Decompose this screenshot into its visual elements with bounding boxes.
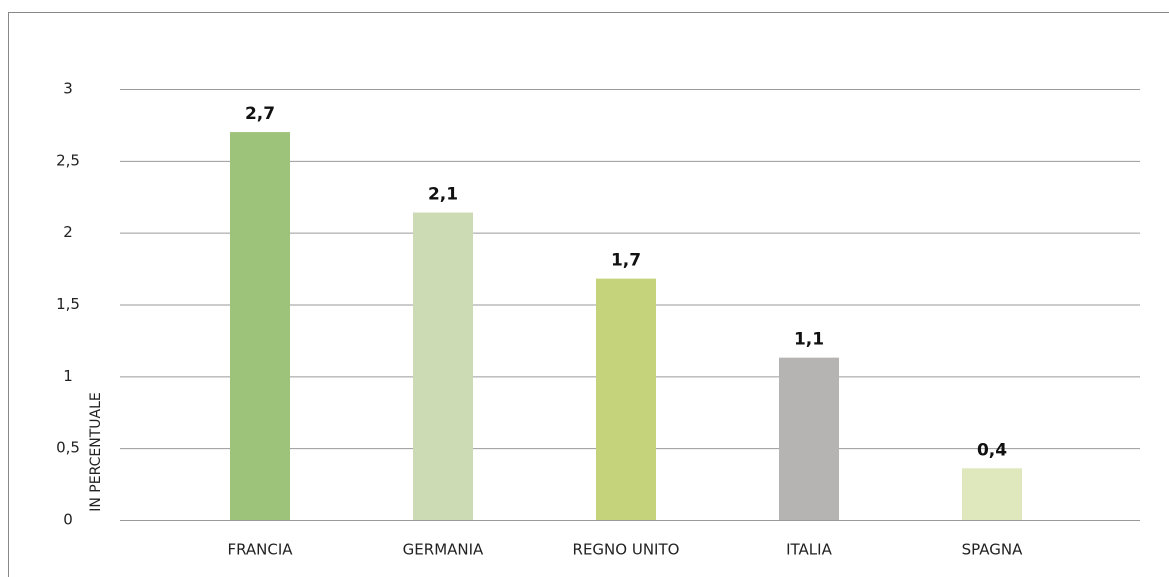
bar — [779, 357, 839, 520]
bar — [962, 468, 1022, 520]
bar — [596, 278, 656, 520]
bar — [230, 132, 290, 520]
frame — [8, 12, 1169, 577]
bar — [413, 212, 473, 520]
y-tick-label: 2,5 — [56, 151, 80, 169]
data-label: 2,1 — [428, 185, 458, 205]
data-label: 1,1 — [794, 330, 824, 350]
data-label: 2,7 — [245, 104, 275, 124]
x-tick-label: GERMANIA — [403, 541, 484, 559]
x-tick-label: REGNO UNITO — [573, 541, 680, 559]
y-tick-label: 3 — [63, 80, 73, 98]
data-label: 1,7 — [611, 251, 641, 271]
y-tick-label: 1 — [63, 367, 73, 385]
data-label: 0,4 — [977, 440, 1007, 460]
x-tick-label: ITALIA — [786, 541, 832, 559]
y-tick-label: 0,5 — [56, 439, 80, 457]
x-tick-label: SPAGNA — [962, 541, 1023, 559]
y-tick-label: 1,5 — [56, 295, 80, 313]
y-axis-label: IN PERCENTUALE — [88, 392, 104, 512]
y-tick-label: 0 — [63, 511, 73, 529]
x-tick-label: FRANCIA — [227, 541, 293, 559]
y-tick-label: 2 — [63, 223, 73, 241]
